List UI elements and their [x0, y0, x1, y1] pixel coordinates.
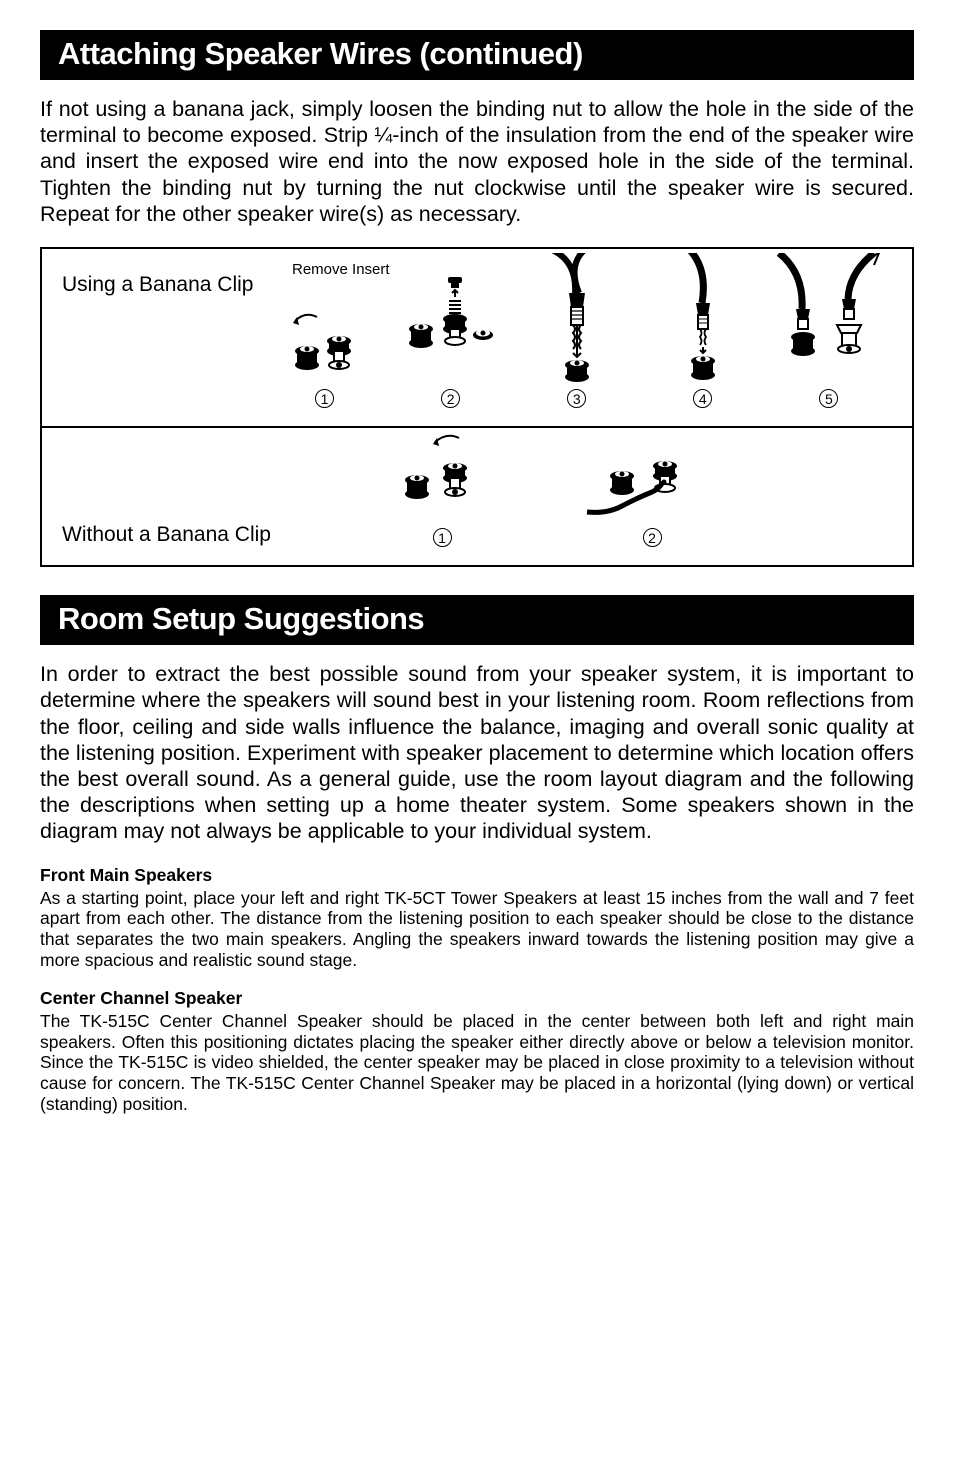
banana-plug-icon: [527, 263, 627, 383]
section1-body: If not using a banana jack, simply loose…: [40, 96, 914, 227]
section-header-room-setup: Room Setup Suggestions: [40, 595, 914, 645]
banana-step-4: 4: [640, 263, 766, 408]
step-number: 2: [441, 389, 460, 408]
loosen-arrow-icon: [387, 442, 497, 522]
body-center-channel: The TK-515C Center Channel Speaker shoul…: [40, 1011, 914, 1114]
insert-plug-icon: [658, 263, 748, 383]
step-number: 2: [643, 528, 662, 547]
heading-center-channel: Center Channel Speaker: [40, 988, 914, 1009]
both-plugged-icon: [774, 263, 884, 383]
no-banana-step-2: 2: [542, 442, 762, 547]
remove-insert-icon: [401, 263, 501, 383]
diagram-row-no-banana: Without a Banana Clip: [42, 428, 912, 565]
step-number: 5: [819, 389, 838, 408]
label-without-banana-clip: Without a Banana Clip: [62, 523, 342, 547]
step-number: 1: [433, 528, 452, 547]
loosen-nut-icon: [285, 263, 365, 383]
no-banana-step-1: 1: [342, 442, 542, 547]
section-header-attaching: Attaching Speaker Wires (continued): [40, 30, 914, 80]
step-number: 4: [693, 389, 712, 408]
wiring-diagram: Using a Banana Clip Remove Insert: [40, 247, 914, 567]
label-using-banana-clip: Using a Banana Clip: [62, 273, 253, 297]
section2-body: In order to extract the best possible so…: [40, 661, 914, 845]
wire-inserted-icon: [577, 442, 727, 522]
banana-step-1: 1: [261, 263, 387, 408]
label-remove-insert: Remove Insert: [292, 261, 390, 278]
body-front-main: As a starting point, place your left and…: [40, 888, 914, 971]
banana-step-3: 3: [514, 263, 640, 408]
banana-step-5: 5: [766, 263, 892, 408]
step-number: 1: [315, 389, 334, 408]
step-number: 3: [567, 389, 586, 408]
banana-step-2: 2: [388, 263, 514, 408]
diagram-row-banana: Using a Banana Clip Remove Insert: [42, 249, 912, 428]
heading-front-main: Front Main Speakers: [40, 865, 914, 886]
